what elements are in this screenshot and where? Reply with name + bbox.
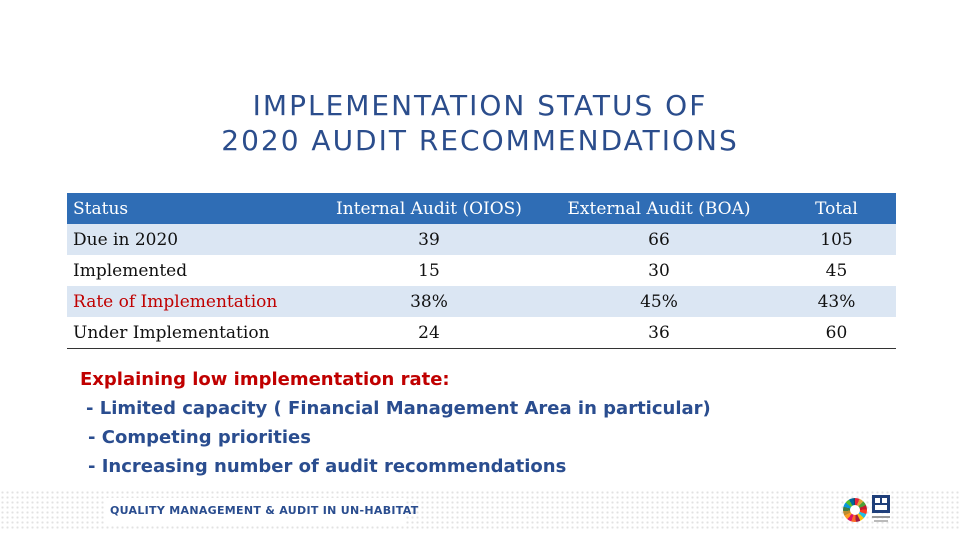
table-row: Under Implementation 24 36 60	[67, 317, 896, 349]
header-total: Total	[815, 198, 858, 219]
table-header-row: Status Internal Audit (OIOS) External Au…	[67, 193, 896, 224]
explanation-heading: Explaining low implementation rate:	[80, 369, 450, 390]
table-row: Implemented 15 30 45	[67, 255, 896, 286]
cell-total: 105	[820, 229, 853, 250]
cell-external: 36	[541, 317, 777, 349]
implementation-status-table: Status Internal Audit (OIOS) External Au…	[67, 193, 896, 349]
table-row: Rate of Implementation 38% 45% 43%	[67, 286, 896, 317]
explanation-point: - Increasing number of audit recommendat…	[88, 456, 567, 477]
cell-internal: 24	[317, 317, 541, 349]
row-label: Under Implementation	[67, 317, 317, 349]
cell-total: 45	[825, 260, 848, 281]
un-habitat-logo-icon	[872, 495, 890, 522]
cell-internal: 38%	[410, 291, 448, 312]
footer-label-background	[104, 498, 404, 524]
table-row: Due in 2020 39 66 105	[67, 224, 896, 255]
explanation-block: Explaining low implementation rate: - Li…	[80, 365, 711, 481]
sdg-wheel-icon	[843, 498, 867, 522]
explanation-point: - Competing priorities	[88, 427, 311, 448]
explanation-point: - Limited capacity ( Financial Managemen…	[86, 398, 711, 419]
header-status: Status	[73, 198, 129, 219]
header-internal-audit: Internal Audit (OIOS)	[336, 198, 522, 219]
row-label: Rate of Implementation	[73, 291, 278, 312]
cell-internal: 39	[418, 229, 440, 250]
cell-external: 66	[648, 229, 670, 250]
row-label: Due in 2020	[73, 229, 179, 250]
cell-total: 43%	[817, 291, 856, 312]
cell-external: 45%	[640, 291, 678, 312]
cell-internal: 15	[418, 260, 440, 281]
footer-label: QUALITY MANAGEMENT & AUDIT IN UN-HABITAT	[110, 504, 419, 517]
row-label: Implemented	[73, 260, 188, 281]
slide-title: IMPLEMENTATION STATUS OF 2020 AUDIT RECO…	[0, 88, 960, 158]
header-external-audit: External Audit (BOA)	[567, 198, 751, 219]
title-line-2: 2020 AUDIT RECOMMENDATIONS	[221, 124, 739, 157]
cell-external: 30	[648, 260, 670, 281]
title-line-1: IMPLEMENTATION STATUS OF	[252, 89, 708, 122]
cell-total: 60	[777, 317, 896, 349]
